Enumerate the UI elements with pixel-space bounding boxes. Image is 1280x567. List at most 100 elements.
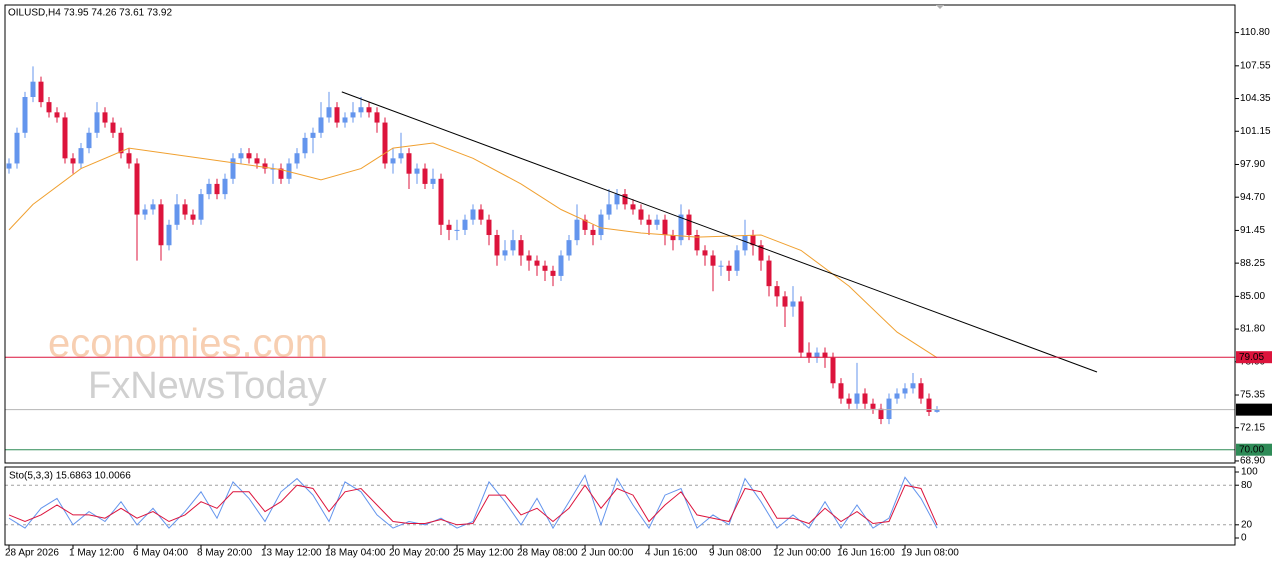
candle-body <box>310 132 316 138</box>
candle-body <box>302 137 308 154</box>
candle-body <box>470 209 476 220</box>
candle-body <box>350 112 356 118</box>
y-tick-label: 94.70 <box>1240 192 1265 203</box>
candle-body <box>518 240 524 256</box>
candle-body <box>582 219 588 230</box>
candle-body <box>22 97 28 133</box>
candle-body <box>430 178 436 184</box>
candle-body <box>190 214 196 220</box>
candle-body <box>542 265 548 271</box>
symbol-info: OILUSD,H4 73.95 74.26 73.61 73.92 <box>8 8 172 19</box>
candle-body <box>366 107 372 113</box>
candle-body <box>222 178 228 195</box>
candle-body <box>406 153 412 174</box>
trendline <box>341 91 1098 373</box>
moving-average <box>8 142 938 359</box>
candle-body <box>110 122 116 133</box>
x-tick-label: 1 May 12:00 <box>69 548 124 559</box>
y-tick-label: 107.55 <box>1240 60 1271 71</box>
candle-body <box>454 229 460 231</box>
stochastic-frame <box>4 466 1236 546</box>
candle-body <box>198 194 204 220</box>
price-frame <box>4 4 1236 464</box>
shift-marker <box>936 5 944 9</box>
y-tick-label: 101.15 <box>1240 126 1271 137</box>
x-tick-label: 19 Jun 08:00 <box>901 548 959 559</box>
stochastic-panel: Sto(5,3,3) 15.6863 10.0066 0 20 80 100 <box>5 467 1258 544</box>
candle-body <box>742 235 748 251</box>
candle-body <box>606 204 612 215</box>
candle-body <box>238 153 244 159</box>
candle-body <box>718 265 724 267</box>
x-tick-label: 28 May 08:00 <box>517 548 578 559</box>
candle-body <box>910 383 916 389</box>
candle-body <box>478 209 484 220</box>
candle-body <box>854 393 860 404</box>
candle-body <box>710 255 716 266</box>
candle-body <box>382 122 388 164</box>
y-tick-label: 72.15 <box>1240 422 1265 433</box>
watermark: economies.com <box>48 322 328 366</box>
y-tick-label: 88.25 <box>1240 258 1265 269</box>
watermark: FxNewsToday <box>88 365 327 407</box>
candle-body <box>590 229 596 236</box>
candle-body <box>574 219 580 241</box>
candle-body <box>750 235 756 246</box>
x-tick-label: 13 May 12:00 <box>261 548 322 559</box>
x-tick-label: 18 May 04:00 <box>325 548 386 559</box>
candle-body <box>206 183 212 195</box>
candle-body <box>102 112 108 123</box>
level-price-box <box>1236 351 1272 364</box>
x-tick-label: 2 Jun 00:00 <box>581 548 634 559</box>
candle-body <box>422 168 428 184</box>
candle-body <box>374 112 380 123</box>
candle-body <box>886 398 892 420</box>
y-tick-label: 97.90 <box>1240 159 1265 170</box>
candle-body <box>126 153 132 164</box>
candle-body <box>486 219 492 236</box>
candle-body <box>502 250 508 256</box>
candle-body <box>686 214 692 236</box>
candle-body <box>446 224 452 230</box>
candle-body <box>78 148 84 164</box>
candle-body <box>30 81 36 98</box>
candle-body <box>782 296 788 307</box>
candle-body <box>246 153 252 159</box>
candle-body <box>118 132 124 154</box>
candle-body <box>654 219 660 225</box>
candle-body <box>646 219 652 225</box>
candle-body <box>558 255 564 276</box>
candle-body <box>358 107 364 113</box>
candle-body <box>254 158 260 164</box>
candle-body <box>438 178 444 225</box>
candle-body <box>862 393 868 404</box>
candle-body <box>510 240 516 251</box>
candle-body <box>694 235 700 251</box>
y-tick-label: 68.90 <box>1240 456 1265 467</box>
candle-body <box>926 398 932 412</box>
candle-body <box>598 214 604 236</box>
x-tick-label: 16 Jun 16:00 <box>837 548 895 559</box>
candle-body <box>326 107 332 118</box>
candle-body <box>262 163 268 169</box>
candle-body <box>678 214 684 241</box>
y-tick-label: 110.80 <box>1240 27 1270 38</box>
candle-body <box>798 301 804 353</box>
x-tick-label: 28 Apr 2026 <box>5 548 59 559</box>
candle-body <box>334 107 340 123</box>
candle-body <box>534 260 540 266</box>
y-tick-label: 81.80 <box>1240 324 1265 335</box>
candle-body <box>838 383 844 399</box>
candle-body <box>158 204 164 246</box>
candle-body <box>526 255 532 261</box>
level-price-box <box>1236 443 1272 456</box>
y-tick-label: 91.45 <box>1240 225 1265 236</box>
candle-body <box>662 219 668 236</box>
candle-body <box>294 153 300 164</box>
candle-body <box>150 204 156 210</box>
candle-body <box>214 183 220 195</box>
stochastic-line <box>8 484 938 526</box>
candle-body <box>46 102 52 113</box>
